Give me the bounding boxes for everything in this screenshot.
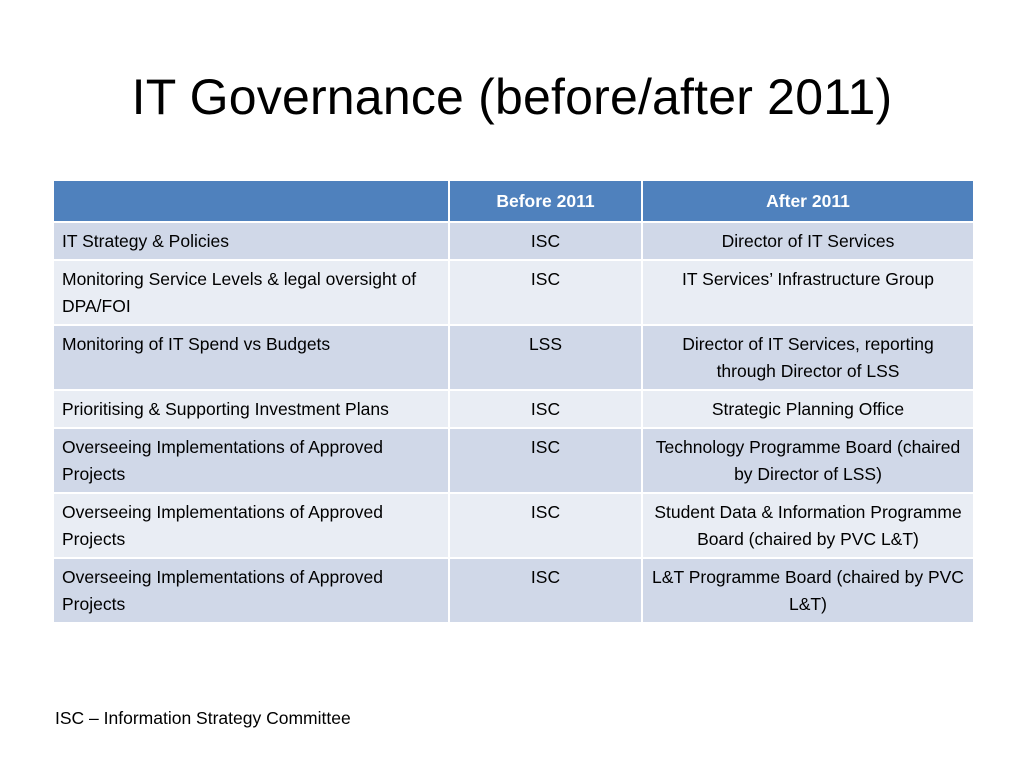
- governance-table: Before 2011 After 2011 IT Strategy & Pol…: [52, 179, 975, 624]
- before-cell: ISC: [448, 492, 643, 559]
- header-cell-after-2011: After 2011: [641, 179, 975, 223]
- table-row: Overseeing Implementations of Approved P…: [52, 557, 975, 624]
- footnote: ISC – Information Strategy Committee: [55, 708, 351, 728]
- before-cell: ISC: [448, 557, 643, 624]
- header-cell-before-2011: Before 2011: [448, 179, 643, 223]
- table-row: Overseeing Implementations of Approved P…: [52, 492, 975, 559]
- after-cell: Strategic Planning Office: [641, 389, 975, 429]
- after-cell: Director of IT Services: [641, 221, 975, 261]
- area-cell: Monitoring of IT Spend vs Budgets: [52, 324, 450, 391]
- table-row: IT Strategy & Policies ISC Director of I…: [52, 221, 975, 261]
- area-cell: Monitoring Service Levels & legal oversi…: [52, 259, 450, 326]
- area-cell: Overseeing Implementations of Approved P…: [52, 557, 450, 624]
- area-cell: Overseeing Implementations of Approved P…: [52, 492, 450, 559]
- table-row: Monitoring of IT Spend vs Budgets LSS Di…: [52, 324, 975, 391]
- before-cell: ISC: [448, 389, 643, 429]
- area-cell: IT Strategy & Policies: [52, 221, 450, 261]
- after-cell: IT Services’ Infrastructure Group: [641, 259, 975, 326]
- before-cell: LSS: [448, 324, 643, 391]
- after-cell: Director of IT Services, reporting throu…: [641, 324, 975, 391]
- after-cell: L&T Programme Board (chaired by PVC L&T): [641, 557, 975, 624]
- before-cell: ISC: [448, 221, 643, 261]
- area-cell: Prioritising & Supporting Investment Pla…: [52, 389, 450, 429]
- after-cell: Technology Programme Board (chaired by D…: [641, 427, 975, 494]
- before-cell: ISC: [448, 259, 643, 326]
- table-row: Overseeing Implementations of Approved P…: [52, 427, 975, 494]
- table-row: Prioritising & Supporting Investment Pla…: [52, 389, 975, 429]
- area-cell: Overseeing Implementations of Approved P…: [52, 427, 450, 494]
- table-header-row: Before 2011 After 2011: [52, 179, 975, 223]
- header-cell-area: [52, 179, 450, 223]
- table-row: Monitoring Service Levels & legal oversi…: [52, 259, 975, 326]
- slide-title: IT Governance (before/after 2011): [131, 69, 893, 125]
- before-cell: ISC: [448, 427, 643, 494]
- after-cell: Student Data & Information Programme Boa…: [641, 492, 975, 559]
